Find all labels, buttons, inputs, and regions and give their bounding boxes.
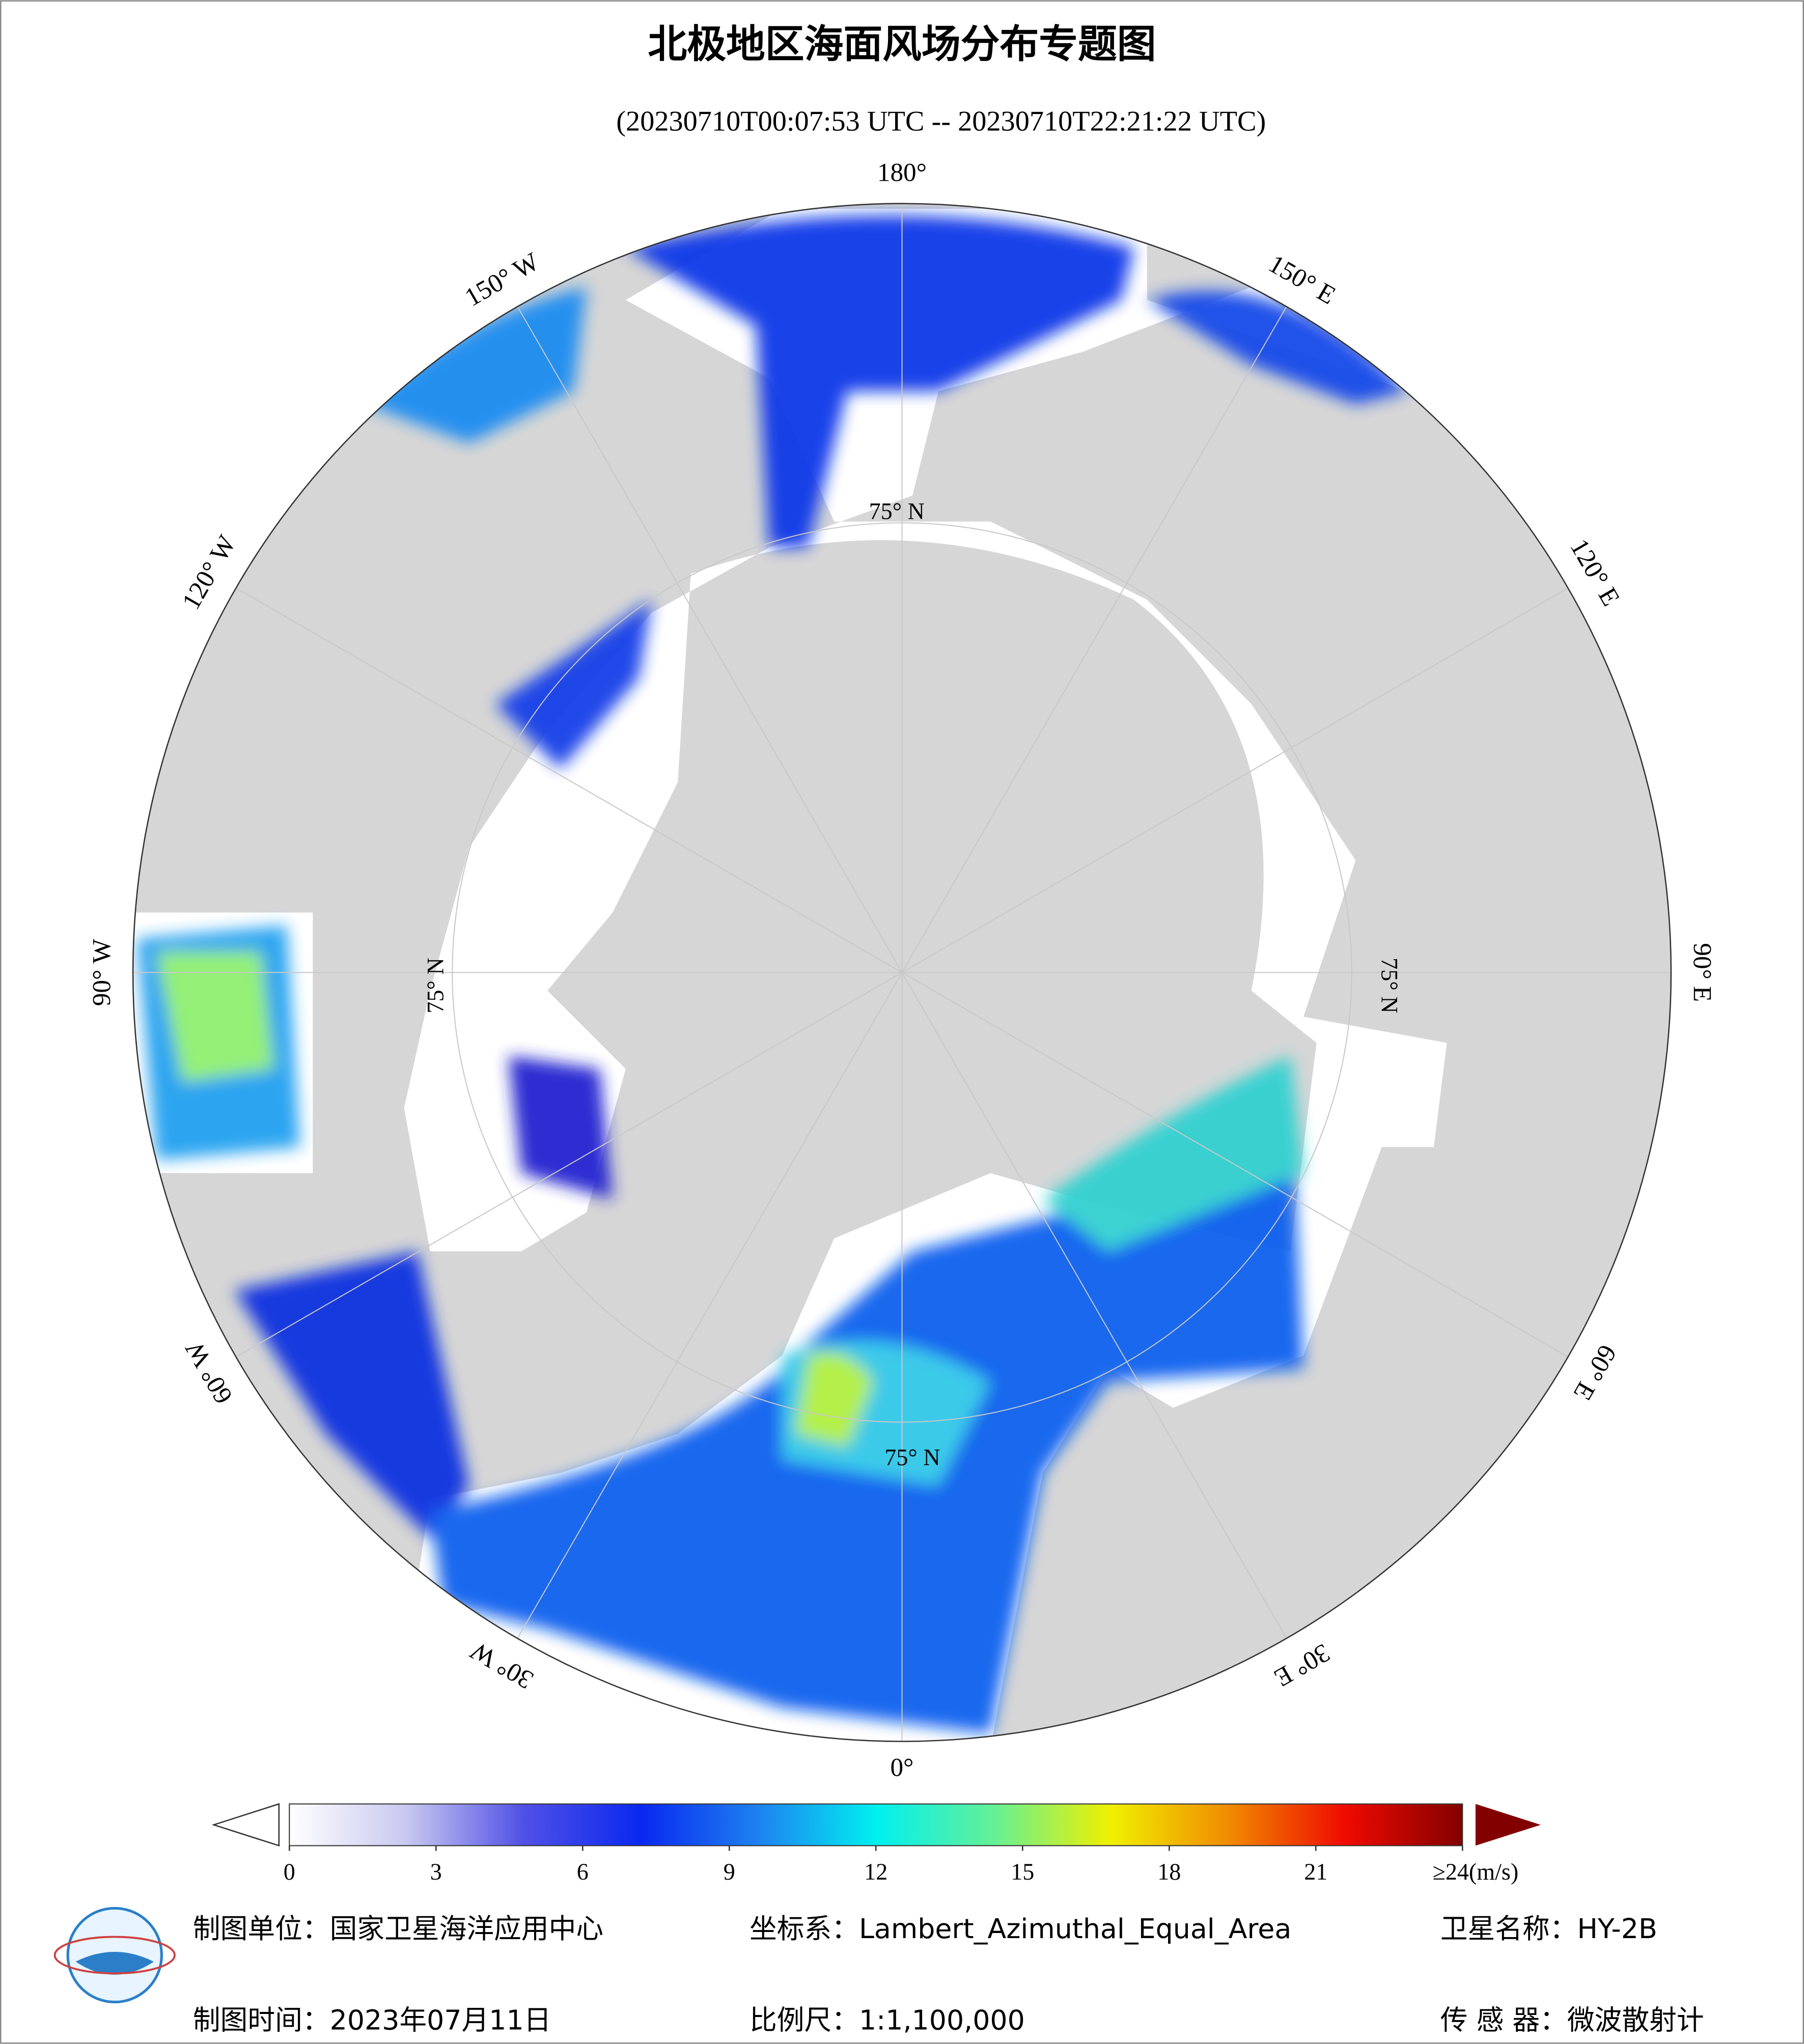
colorbar-tick-label: 15 bbox=[1011, 1859, 1034, 1885]
meridian bbox=[901, 972, 1569, 1358]
lon-label: 90° W bbox=[88, 939, 117, 1006]
meridian bbox=[901, 587, 1569, 973]
footer-date: 制图时间：2023年07月11日 bbox=[193, 2004, 551, 2036]
meridian bbox=[517, 306, 903, 973]
lon-label: 90° E bbox=[1687, 943, 1716, 1002]
colorbar-tick-label: 0 bbox=[284, 1859, 295, 1885]
footer-unit: 制图单位：国家卫星海洋应用中心 bbox=[193, 1913, 603, 1945]
colorbar-bar bbox=[289, 1803, 1463, 1846]
title: 北极地区海面风场分布专题图 bbox=[648, 22, 1156, 67]
map-area bbox=[133, 203, 1671, 1742]
lon-label: 0° bbox=[890, 1753, 913, 1782]
lat-label: 75° N bbox=[869, 498, 925, 524]
meridian bbox=[517, 972, 903, 1639]
colorbar-tick-label: 6 bbox=[577, 1859, 589, 1885]
subtitle: (20230710T00:07:53 UTC -- 20230710T22:21… bbox=[616, 105, 1266, 137]
colorbar: 0 3 6 9 12 15 18 21 ≥24(m/s) bbox=[211, 1803, 1541, 1885]
meridian bbox=[901, 306, 1287, 973]
lat-label: 75° N bbox=[1377, 958, 1403, 1013]
lat-label: 75° N bbox=[422, 958, 448, 1013]
logo bbox=[53, 1907, 176, 2004]
footer: 制图单位：国家卫星海洋应用中心 坐标系：Lambert_Azimuthal_Eq… bbox=[193, 1913, 1704, 2036]
footer-crs: 坐标系：Lambert_Azimuthal_Equal_Area bbox=[750, 1913, 1291, 1945]
colorbar-tick-label: 18 bbox=[1157, 1859, 1181, 1885]
colorbar-tick-label: 3 bbox=[430, 1859, 442, 1885]
footer-sensor: 传 感 器：微波散射计 bbox=[1440, 2004, 1704, 2036]
colorbar-tick-label: 9 bbox=[724, 1859, 735, 1885]
meridian bbox=[901, 972, 1287, 1639]
footer-satellite: 卫星名称：HY-2B bbox=[1440, 1913, 1657, 1945]
meridian bbox=[235, 972, 903, 1358]
meridian bbox=[235, 587, 903, 973]
footer-scale: 比例尺：1:1,100,000 bbox=[750, 2004, 1025, 2036]
colorbar-under bbox=[211, 1803, 280, 1847]
lon-label: 180° bbox=[877, 158, 927, 187]
map-border bbox=[132, 203, 1672, 1742]
colorbar-tick-label: 12 bbox=[864, 1859, 887, 1885]
colorbar-tick-label: ≥24(m/s) bbox=[1433, 1859, 1519, 1885]
colorbar-over bbox=[1475, 1804, 1541, 1846]
wind-swath bbox=[136, 215, 1408, 1734]
colorbar-tick-label: 21 bbox=[1304, 1859, 1327, 1885]
meridians bbox=[133, 203, 1671, 1742]
lat-label: 75° N bbox=[884, 1444, 940, 1470]
